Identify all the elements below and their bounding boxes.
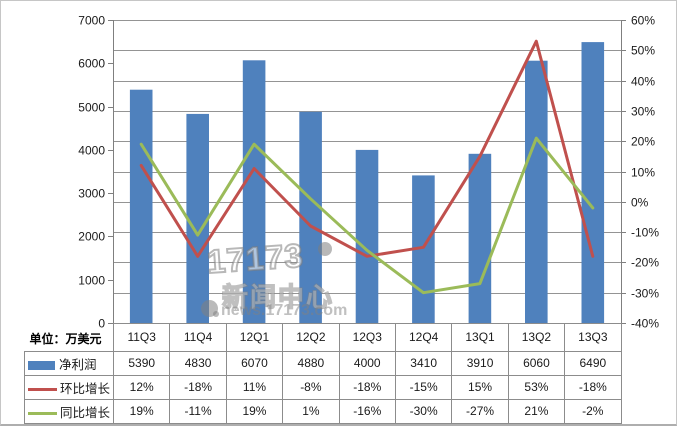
bar-11Q4: [186, 113, 209, 324]
category-label-13Q3: 13Q3: [564, 323, 622, 352]
bar-11Q3: [129, 89, 153, 323]
left-axis-label: 7000: [78, 14, 105, 28]
bar-12Q3: [355, 149, 379, 323]
table-cell: -27%: [451, 398, 509, 424]
bar-12Q4: [412, 175, 435, 323]
left-axis-label: 5000: [78, 101, 105, 115]
table-cell: 15%: [451, 374, 509, 400]
right-axis-label: -30%: [631, 287, 659, 301]
table-cell: -18%: [564, 374, 622, 400]
table-cell: 12%: [112, 374, 171, 400]
table-cell: 19%: [112, 398, 171, 424]
right-axis-label: -40%: [631, 317, 659, 331]
table-cell: 6070: [225, 350, 284, 376]
bar-13Q3: [581, 42, 605, 323]
bar-12Q2: [299, 111, 322, 323]
left-axis-label: 1000: [78, 274, 105, 288]
table-cell: 53%: [507, 374, 566, 400]
legend-label: 净利润: [59, 357, 97, 372]
category-label-12Q3: 12Q3: [338, 323, 396, 352]
line-series-1: [139, 39, 595, 258]
table-cell: 3910: [451, 350, 509, 376]
legend-item: 净利润: [24, 350, 114, 376]
right-axis-label: -10%: [631, 226, 659, 240]
table-cell: 4830: [169, 350, 227, 376]
right-axis-label: 50%: [631, 44, 655, 58]
left-axis-label: 6000: [78, 57, 105, 71]
table-cell: -11%: [169, 398, 227, 424]
right-axis-label: 30%: [631, 105, 655, 119]
unit-label: 单位：万美元: [29, 331, 102, 346]
table-cell: -18%: [169, 374, 227, 400]
legend-label: 环比增长: [60, 381, 111, 396]
right-axis-label: -20%: [631, 256, 659, 270]
category-label-12Q1: 12Q1: [225, 323, 284, 352]
table-cell: 3410: [394, 350, 453, 376]
left-axis-label: 4000: [78, 144, 105, 158]
table-cell: 21%: [507, 398, 566, 424]
table-cell: 5390: [112, 350, 171, 376]
legend-item: 同比增长: [24, 398, 114, 424]
right-axis-label: 60%: [631, 14, 655, 28]
table-cell: 4880: [282, 350, 340, 376]
table-cell: -8%: [282, 374, 340, 400]
bar-13Q1: [468, 153, 492, 323]
left-axis-label: 3000: [78, 187, 105, 201]
category-label-12Q4: 12Q4: [394, 323, 453, 352]
left-axis-label: 2000: [78, 230, 105, 244]
data-table: 单位：万美元 11Q3 11Q4 12Q1 12Q2 12Q3 12Q4 13Q1 13Q2 13…: [24, 323, 622, 424]
category-label-11Q3: 11Q3: [112, 323, 171, 352]
table-cell: -15%: [394, 374, 453, 400]
bar-13Q2: [525, 60, 548, 323]
table-cell: 6490: [564, 350, 622, 376]
right-axis-label: 10%: [631, 166, 655, 180]
bar-12Q1: [242, 60, 266, 324]
left-axis-label: 0: [98, 317, 105, 331]
legend-item: 环比增长: [24, 374, 114, 400]
line-series-2: [139, 136, 595, 295]
right-axis-label: 0%: [631, 196, 649, 210]
table-cell: 1%: [282, 398, 340, 424]
table-cell: -18%: [338, 374, 396, 400]
right-axis-label: 40%: [631, 75, 655, 89]
category-label-11Q4: 11Q4: [169, 323, 227, 352]
category-label-12Q2: 12Q2: [282, 323, 340, 352]
legend-label: 同比增长: [60, 405, 111, 420]
table-cell: -30%: [394, 398, 453, 424]
right-axis-label: 20%: [631, 135, 655, 149]
table-cell: -2%: [564, 398, 622, 424]
table-cell: 19%: [225, 398, 284, 424]
table-cell: 6060: [507, 350, 566, 376]
legend-line-swatch: [28, 387, 57, 391]
table-cell: 11%: [225, 374, 284, 400]
legend-bar-swatch: [28, 360, 55, 370]
category-label-13Q1: 13Q1: [451, 323, 509, 352]
category-label-13Q2: 13Q2: [507, 323, 566, 352]
legend-line-swatch: [28, 411, 57, 415]
table-cell: -16%: [338, 398, 396, 424]
table-cell: 4000: [338, 350, 396, 376]
